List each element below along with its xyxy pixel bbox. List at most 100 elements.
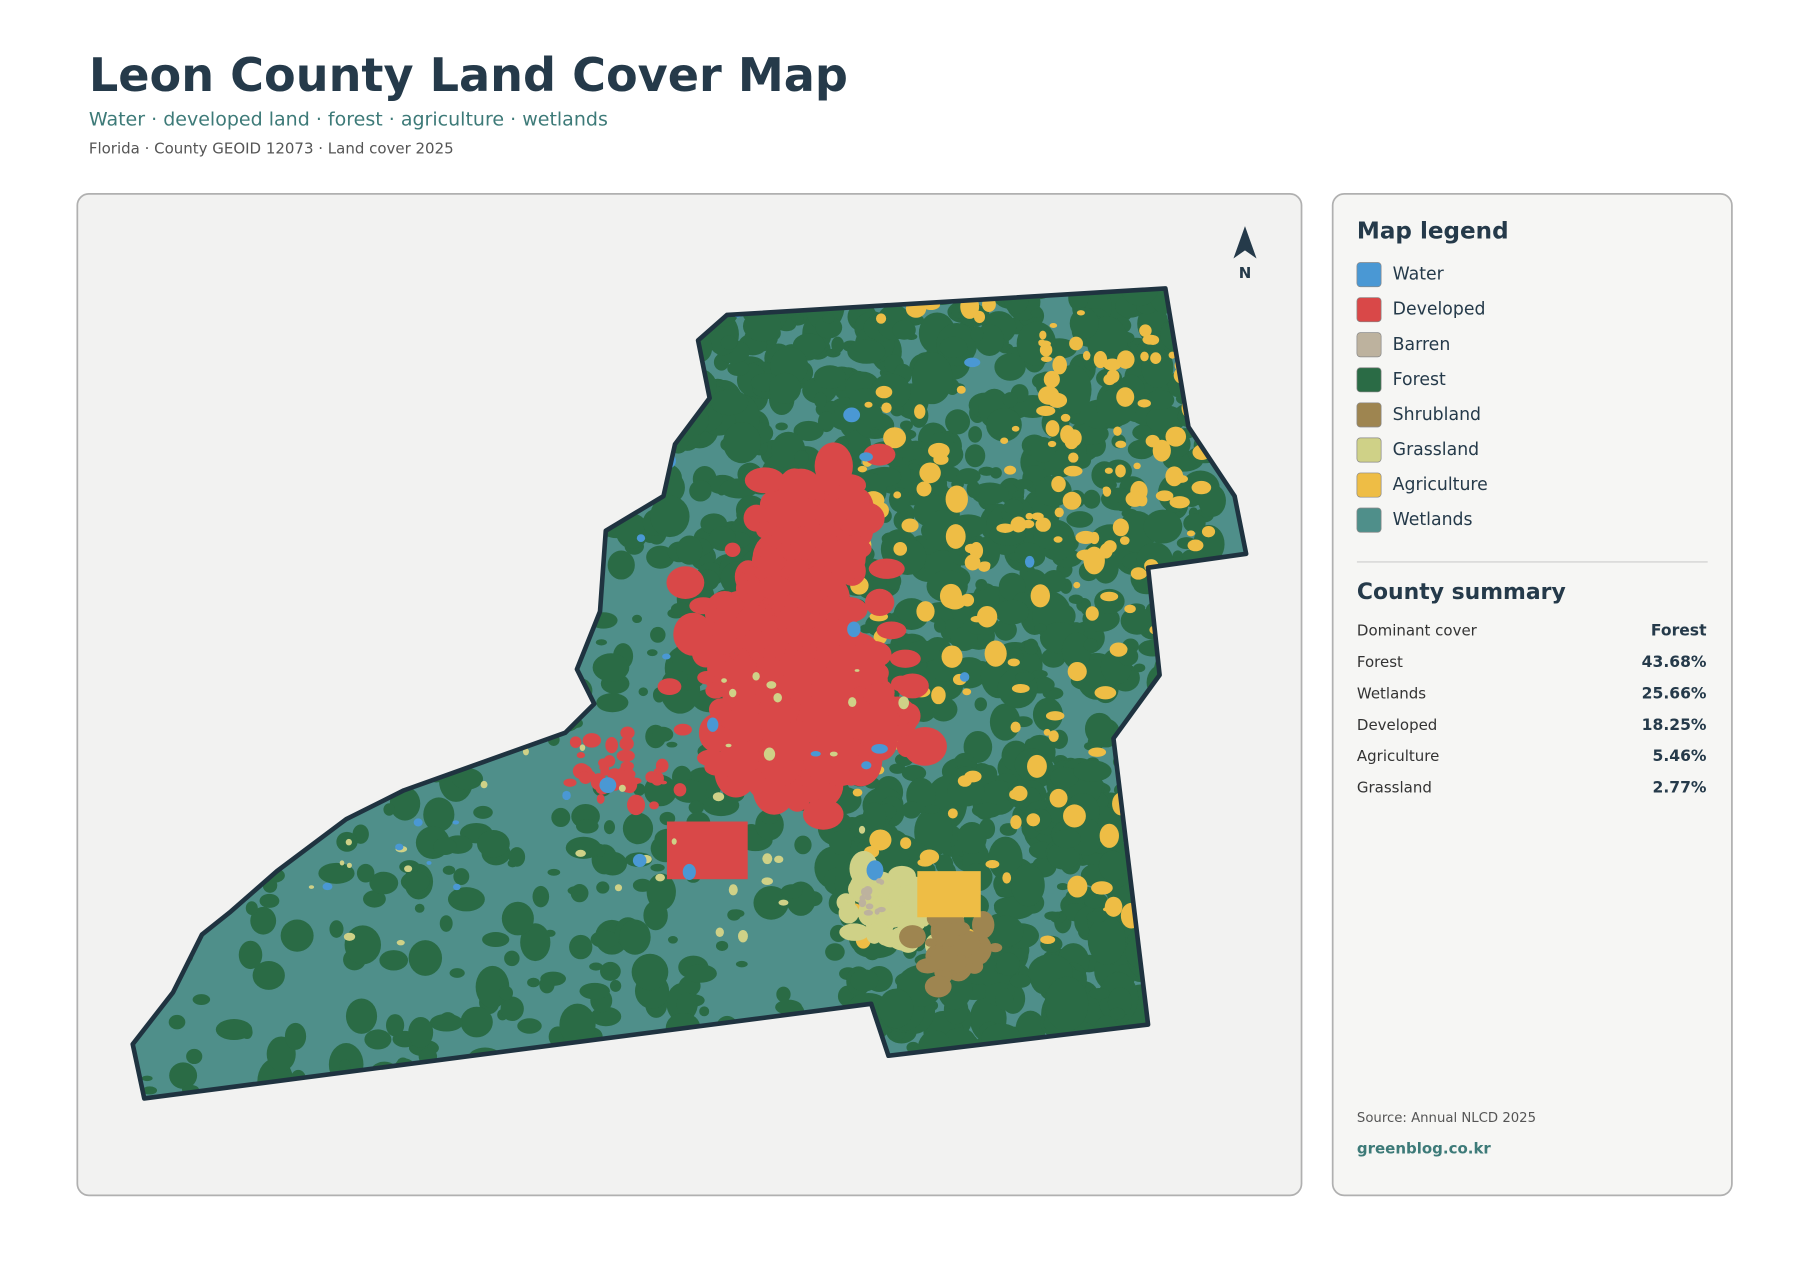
summary-value: Forest [1651,622,1707,640]
patch [1076,310,1085,316]
patch [699,1006,710,1017]
patch [956,468,981,485]
patch [972,583,1000,616]
patch [996,952,1020,977]
patch [1067,875,1088,898]
patch [346,862,352,869]
patch [939,336,968,358]
patch [439,915,453,932]
patch [576,818,599,834]
legend-label: Shrubland [1393,405,1481,425]
patch [762,853,773,865]
patch [582,733,602,748]
patch [539,976,555,994]
patch [565,836,602,859]
patch [988,915,1024,947]
legend-swatch [1356,402,1382,428]
patch [896,673,929,699]
patch [501,901,534,936]
patch [1133,462,1141,470]
patch [504,950,520,967]
patch [1034,623,1047,633]
patch [931,686,946,705]
patch [1062,491,1082,510]
patch [433,837,457,855]
patch [1098,850,1127,882]
patch [808,504,843,522]
patch [1165,426,1187,447]
patch [379,950,409,971]
patch [847,621,861,638]
patch [919,849,940,865]
patch [869,829,892,851]
patch [995,599,1029,625]
patch [908,463,920,470]
patch [794,835,812,855]
patch [400,871,430,893]
patch [754,554,787,571]
patch [1089,531,1100,545]
patch [1076,549,1097,561]
patch [1125,491,1145,507]
patch [1102,907,1112,912]
patch [791,313,804,323]
patch [971,802,1002,819]
summary-label: Grassland [1357,779,1432,797]
patch [1111,644,1128,654]
patch [866,860,884,881]
subtitle: Water · developed land · forest · agricu… [89,108,608,130]
patch [676,992,698,1017]
patch [1066,511,1094,528]
patch [869,428,882,437]
patch [889,487,911,513]
patch [775,999,803,1015]
patch [1174,475,1188,483]
patch [988,943,1003,953]
north-label: N [1239,264,1252,282]
patch [1035,517,1051,532]
patch [684,964,717,983]
patch [1003,499,1024,515]
patch [429,1013,464,1032]
patch [666,741,678,748]
patch [753,886,789,920]
patch [939,583,963,609]
patch [1067,661,1087,682]
patch [576,752,586,759]
patch [1013,479,1034,490]
patch [1030,584,1050,608]
patch [598,758,609,768]
patch [941,645,963,668]
patch [356,863,375,883]
patch [1183,513,1206,533]
patch [638,687,649,697]
patch [876,621,907,640]
patch [1115,464,1126,478]
meta: Florida · County GEOID 12073 · Land cove… [89,139,454,157]
patch [810,751,821,757]
patch [773,692,782,703]
patch [1146,335,1160,345]
patch [816,571,837,587]
patch [945,485,968,513]
patch [947,775,985,807]
patch [1143,509,1183,544]
patch [765,490,796,528]
patch [988,836,1023,881]
patch [1088,988,1110,1000]
patch [865,903,874,910]
patch [947,808,958,819]
patch [442,865,456,875]
patch [1039,330,1047,340]
patch [877,906,886,913]
patch [1103,358,1122,371]
patch [901,518,919,533]
patch [520,923,551,962]
patch [631,953,669,991]
patch [1186,530,1196,537]
patch [968,952,988,965]
patch [592,653,630,682]
patch [238,940,263,970]
